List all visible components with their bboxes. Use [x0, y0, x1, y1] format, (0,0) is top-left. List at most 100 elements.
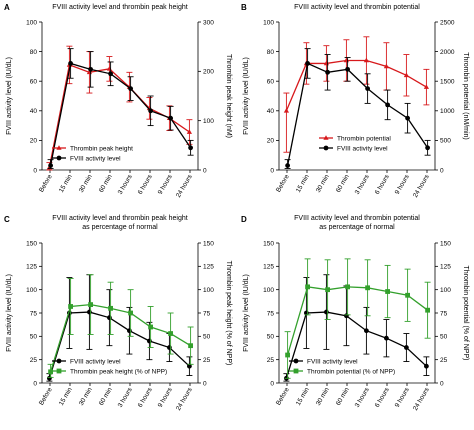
data-point [168, 331, 173, 336]
y-tick-label-right: 150 [440, 240, 451, 247]
data-point [48, 163, 53, 168]
data-point [305, 284, 310, 290]
data-point [148, 324, 153, 330]
y-axis-label-right: Thrombin peak height (% of NPP) [225, 261, 232, 366]
y-tick-label-right: 125 [440, 264, 451, 271]
data-point [68, 61, 73, 66]
legend-marker [293, 358, 299, 364]
legend: FVIII activity level Thrombin potential (… [289, 358, 395, 375]
chart-panel-b: B FVIII activity level and thrombin poten… [241, 3, 469, 199]
y-tick-label-right: 50 [440, 334, 448, 341]
data-point [106, 66, 112, 71]
data-point [384, 335, 389, 341]
x-tick-label: 3 hours [354, 386, 371, 409]
chart-panel-c: C FVIII activity level and thrombin peak … [4, 215, 232, 412]
y-tick-label-right: 0 [440, 167, 444, 174]
data-point [108, 71, 113, 77]
data-point [305, 61, 310, 66]
x-tick-label: 6 hours [374, 386, 391, 409]
y-axis-label-left: FVIII activity level (IU/dL) [6, 274, 13, 352]
legend: FVIII activity level Thrombin peak height… [52, 358, 167, 375]
y-tick-label-left: 125 [263, 264, 274, 271]
data-point [344, 313, 349, 319]
data-point [325, 69, 330, 75]
data-point [325, 287, 330, 293]
legend: Thrombin potential FVIII activity level [319, 135, 391, 152]
data-point [345, 66, 350, 72]
y-tick-label-left: 25 [267, 357, 275, 364]
data-point [48, 369, 53, 375]
y-tick-label-right: 2000 [440, 49, 455, 56]
data-point [128, 310, 133, 316]
x-tick-label: 3 hours [354, 173, 371, 196]
x-tick-label: 15 min [58, 173, 74, 194]
y-tick-label-left: 0 [270, 380, 274, 387]
y-axis-label-right: Thrombin potential (nM/min) [462, 52, 469, 140]
data-point [283, 108, 289, 113]
y-tick-label-left: 150 [26, 240, 37, 247]
chart-title: FVIII activity level and thrombin peak h… [52, 215, 187, 222]
panel-letter: B [241, 3, 247, 12]
data-point [108, 305, 113, 311]
x-tick-label: 9 hours [394, 173, 411, 196]
chart-subtitle: as percentage of normal [319, 224, 395, 231]
legend-marker [56, 358, 62, 364]
legend-label: Thrombin potential (% of NPP) [307, 368, 395, 375]
series-line [48, 311, 190, 379]
legend-label: Thrombin peak height [70, 145, 133, 152]
x-tick-label: 24 hours [412, 386, 431, 412]
data-point [324, 309, 329, 315]
data-point [424, 363, 429, 369]
y-tick-label-right: 0 [440, 380, 444, 387]
y-tick-label-left: 40 [267, 108, 275, 115]
y-tick-label-left: 0 [33, 167, 37, 174]
data-point [425, 307, 430, 313]
y-tick-label-left: 25 [30, 357, 38, 364]
data-point [187, 363, 192, 369]
legend: Thrombin peak height FVIII activity level [52, 145, 133, 162]
y-axis-label-left: FVIII activity level (IU/dL) [6, 57, 13, 135]
y-tick-label-left: 75 [267, 310, 275, 317]
legend-marker [56, 368, 62, 374]
chart-title: FVIII activity level and thrombin potent… [294, 4, 420, 11]
series-1 [284, 258, 431, 379]
y-tick-label-left: 75 [30, 310, 38, 317]
panel-letter: D [241, 215, 247, 224]
x-tick-label: 30 min [78, 173, 94, 194]
x-tick-label: Before [38, 386, 54, 406]
chart-panel-a: A FVIII activity level and thrombin peak … [4, 3, 232, 199]
data-point [423, 84, 429, 89]
y-tick-label-left: 40 [30, 108, 38, 115]
y-tick-label-right: 2500 [440, 19, 455, 26]
data-point [285, 163, 290, 168]
y-tick-label-left: 100 [263, 19, 274, 26]
y-tick-label-right: 75 [440, 310, 448, 317]
data-point [88, 302, 93, 307]
y-tick-label-right: 100 [440, 287, 451, 294]
y-tick-label-left: 0 [33, 380, 37, 387]
data-point [345, 284, 350, 290]
x-tick-label: 24 hours [412, 173, 431, 199]
data-point [168, 115, 174, 121]
x-tick-label: Before [275, 386, 291, 406]
legend-label: FVIII activity level [307, 358, 358, 365]
x-tick-label: 6 hours [137, 173, 154, 196]
x-tick-label: 15 min [295, 173, 311, 194]
data-point [167, 345, 172, 350]
y-tick-label-left: 150 [263, 240, 274, 247]
y-tick-label-right: 0 [203, 167, 207, 174]
series-line [49, 303, 191, 372]
data-point [403, 72, 409, 78]
series-line [286, 286, 428, 356]
y-tick-label-left: 100 [26, 287, 37, 294]
x-tick-label: 60 min [98, 386, 114, 407]
y-tick-label-right: 1500 [440, 79, 455, 86]
data-point [107, 315, 112, 321]
data-point [365, 86, 370, 91]
y-axis-label-right: Thrombin potential (% of NPP) [462, 266, 469, 361]
x-tick-label: 15 min [295, 386, 311, 407]
data-point [425, 145, 430, 151]
x-tick-label: 30 min [78, 386, 94, 407]
legend-label: Thrombin potential [337, 135, 391, 142]
data-point [186, 129, 192, 134]
